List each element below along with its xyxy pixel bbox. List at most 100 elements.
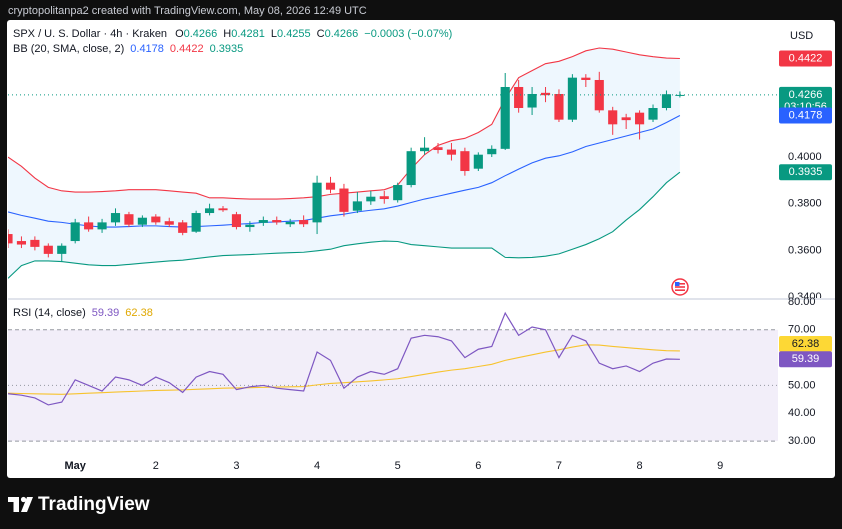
rsi-ma-value: 62.38 <box>125 307 153 319</box>
rsi-tick-label: 30.00 <box>788 435 816 447</box>
ohlc-value: 0.4266 <box>325 28 359 40</box>
x-tick-label: 5 <box>395 460 401 472</box>
x-tick-label: 8 <box>637 460 643 472</box>
candle-body <box>16 241 27 245</box>
candle-body <box>446 149 457 155</box>
candle-body <box>500 86 510 149</box>
candle-body <box>258 220 268 223</box>
candle-body <box>487 148 497 155</box>
ohlc-key: C <box>317 28 325 40</box>
candle-body <box>406 151 416 186</box>
candle-body <box>621 117 631 121</box>
candle-body <box>514 86 524 108</box>
candle-body <box>366 196 376 202</box>
x-tick-label: May <box>64 460 86 472</box>
candle-body <box>648 107 658 120</box>
price-badge-label: 0.3935 <box>789 166 823 178</box>
rsi-tick-label: 80.00 <box>788 296 816 308</box>
candle-body <box>635 112 645 125</box>
brand-name: TradingView <box>38 494 150 515</box>
price-badge-label: 0.4422 <box>789 52 823 64</box>
price-badge-label: 59.39 <box>792 353 820 365</box>
ohlc-value: 0.4255 <box>277 28 311 40</box>
candle-body <box>661 94 672 108</box>
ohlc-key: H <box>223 28 231 40</box>
ohlc-value: 0.4281 <box>231 28 265 40</box>
candle-body <box>299 220 309 225</box>
y-tick-label: 0.3400 <box>788 291 822 303</box>
rsi-line <box>8 311 680 406</box>
rsi-value: 59.39 <box>92 307 120 319</box>
candle-body <box>420 147 430 152</box>
rsi-pane <box>8 311 778 442</box>
candle-body <box>460 151 470 172</box>
candle-body <box>393 185 403 201</box>
price-badge <box>779 335 832 352</box>
candle-body <box>8 234 13 244</box>
candle-body <box>325 182 336 190</box>
flag-icon <box>671 278 689 296</box>
candle-body <box>84 222 94 230</box>
x-tick-label: 4 <box>314 460 320 472</box>
candle-body <box>581 77 591 80</box>
candle-body <box>218 208 228 211</box>
candle-body <box>312 182 322 223</box>
candle-body <box>594 79 604 111</box>
candle-body <box>540 92 551 96</box>
bb-value: 0.3935 <box>210 43 244 55</box>
price-badge-label: 0.4266 <box>789 89 823 101</box>
change-value: −0.0003 (−0.07%) <box>364 28 452 40</box>
candle-body <box>178 222 188 233</box>
candle-body <box>164 221 174 225</box>
candle-body <box>70 222 80 242</box>
y-tick-label: 0.4000 <box>788 151 822 163</box>
candle-body <box>473 154 483 169</box>
brand-logo: TradingView <box>8 494 150 515</box>
ohlc-value: 0.4266 <box>184 28 218 40</box>
candle-body <box>379 196 389 200</box>
candle-body <box>245 224 255 228</box>
chart-area <box>7 20 835 478</box>
bb-legend: BB (20, SMA, close, 2) 0.4178 0.4422 0.3935 <box>13 43 243 55</box>
candle-body <box>675 94 685 96</box>
symbol-legend: SPX / U. S. Dollar · 4h · Kraken O0.4266 H… <box>13 28 452 40</box>
symbol-title: SPX / U. S. Dollar · 4h · Kraken <box>13 28 167 40</box>
candle-body <box>352 201 362 211</box>
price-pane <box>8 47 778 279</box>
bb-label: BB (20, SMA, close, 2) <box>13 43 124 55</box>
price-badge <box>779 164 832 181</box>
rsi-ma-line <box>8 344 680 395</box>
credit: cryptopolitanpa2 created with TradingVie… <box>8 5 367 17</box>
candle-body <box>554 93 564 120</box>
candle-body <box>272 220 282 223</box>
x-tick-label: 6 <box>475 460 481 472</box>
currency-label: USD <box>790 30 813 42</box>
ohlc-key: L <box>271 28 277 40</box>
rsi-tick-label: 50.00 <box>788 379 816 391</box>
x-tick-label: 9 <box>717 460 723 472</box>
price-badge <box>779 351 832 368</box>
bb-band-fill <box>8 48 680 279</box>
candle-body <box>527 93 537 108</box>
candle-body <box>151 216 161 223</box>
price-badge <box>779 50 832 67</box>
candle-body <box>285 221 295 225</box>
candle-body <box>57 245 67 254</box>
x-tick-label: 3 <box>233 460 239 472</box>
candle-body <box>43 245 53 254</box>
x-tick-label: 7 <box>556 460 562 472</box>
price-badge-label: 62.38 <box>792 338 820 350</box>
candle-body <box>137 217 147 225</box>
candle-body <box>110 213 121 223</box>
y-tick-label: 0.3600 <box>788 244 822 256</box>
candle-body <box>339 188 349 212</box>
candle-body <box>124 214 134 225</box>
bb-value: 0.4422 <box>170 43 204 55</box>
price-badge-label: 0.4178 <box>789 109 823 121</box>
candle-body <box>608 110 618 125</box>
y-tick-label: 0.3800 <box>788 198 822 210</box>
candle-body <box>97 222 107 230</box>
price-badge <box>779 107 832 124</box>
candle-body <box>205 208 215 214</box>
